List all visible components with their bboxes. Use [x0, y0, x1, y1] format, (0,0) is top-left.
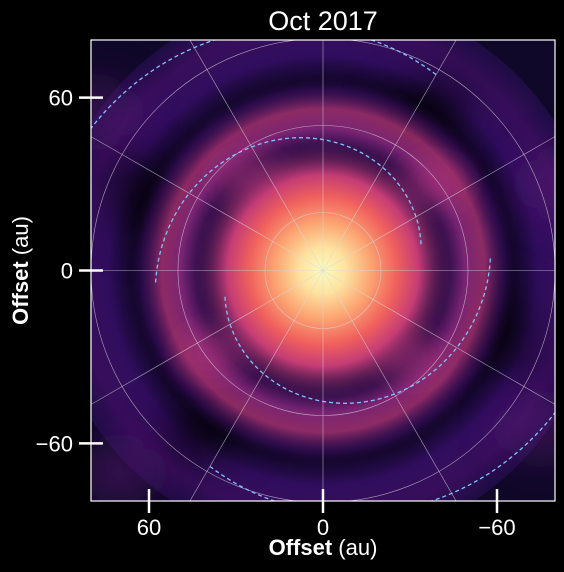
x-tick-label: 60 — [137, 515, 161, 540]
outer-arm — [502, 402, 555, 455]
outer-arm — [522, 158, 555, 210]
outer-arm — [91, 86, 135, 139]
spiral-arm — [154, 137, 422, 286]
y-axis-label-unit: (au) — [8, 216, 33, 261]
y-axis-label-bold: Offset — [8, 261, 33, 325]
outer-arms — [91, 86, 555, 499]
x-axis-ticks: 60 0 −60 — [137, 489, 516, 540]
spiral-arm — [224, 255, 492, 404]
spiral-arm — [209, 411, 555, 501]
heatmap-image — [91, 40, 555, 501]
y-tick-label: −60 — [36, 431, 73, 456]
x-axis-label: Offset (au) — [269, 535, 378, 560]
x-axis-label-bold: Offset — [269, 535, 333, 560]
spiral-arm — [91, 40, 437, 130]
chart-title: Oct 2017 — [268, 6, 378, 36]
spiral-overlay — [91, 40, 555, 501]
x-tick-label: −60 — [478, 515, 515, 540]
y-tick-label: 0 — [61, 259, 73, 284]
x-axis-label-unit: (au) — [332, 535, 377, 560]
x-tick-label: 0 — [317, 515, 329, 540]
grid-spoke — [91, 136, 555, 405]
outer-arm — [91, 446, 158, 499]
y-tick-label: 60 — [49, 86, 73, 111]
y-axis-label: Offset (au) — [8, 216, 33, 325]
y-axis-ticks: 60 0 −60 — [36, 86, 103, 456]
